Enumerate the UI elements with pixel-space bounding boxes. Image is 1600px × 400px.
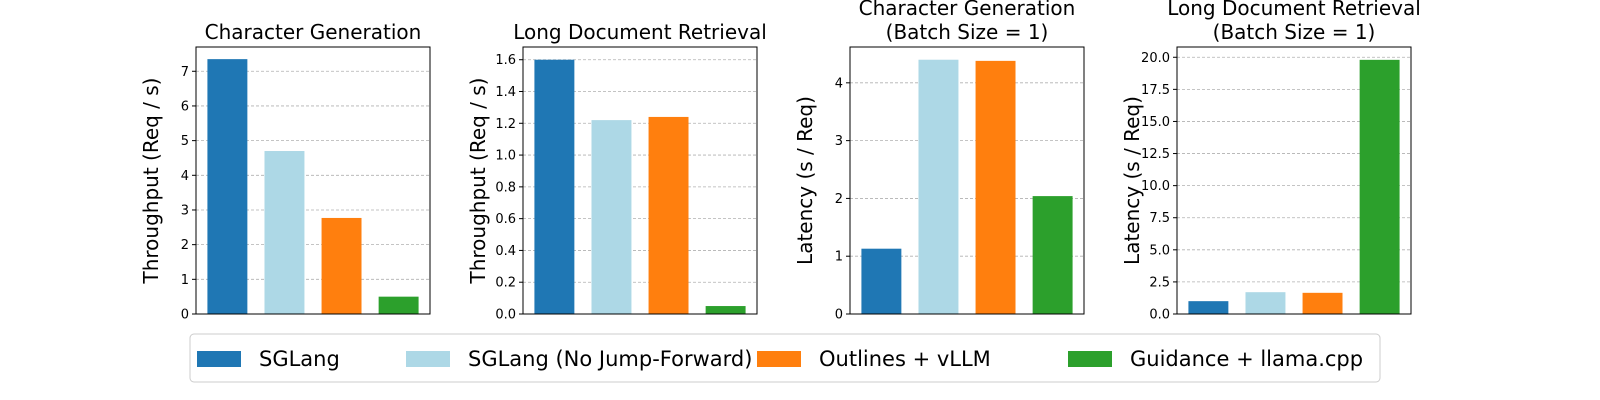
y-tick-label: 7 [181,65,189,80]
y-tick-label: 4 [835,76,843,91]
y-tick-label: 1.6 [495,53,516,68]
bar-outlines-vllm [648,116,689,314]
legend-label-sglang: SGLang [259,347,340,371]
axes-frame [195,46,431,315]
bar-outlines-vllm [1302,292,1343,314]
chart-title: Long Document Retrieval [513,20,767,44]
bar-guidance-llama-cpp [378,296,419,314]
legend-swatch-guidance-llama-cpp [1068,351,1112,367]
y-axis-label: Latency (s / Req) [793,96,817,265]
y-tick-label: 12.5 [1141,147,1170,162]
y-tick-label: 1.0 [495,149,516,164]
y-tick-label: 10.0 [1141,179,1170,194]
bar-sglang [861,248,902,314]
y-tick-label: 2 [181,238,189,253]
chart-title-line-2: (Batch Size = 1) [886,20,1049,44]
legend-swatch-outlines-vllm [757,351,801,367]
y-tick-label: 5.0 [1149,243,1170,258]
y-tick-label: 2.5 [1149,275,1170,290]
y-tick-label: 17.5 [1141,83,1170,98]
bar-sglang [1188,301,1229,314]
y-tick-label: 0.4 [495,244,516,259]
y-tick-label: 0 [181,308,189,323]
y-tick-label: 3 [835,134,843,149]
bar-sglang-no-jump-forward [591,120,632,314]
y-tick-label: 0 [835,308,843,323]
legend-label-sglang-no-jump-forward: SGLang (No Jump-Forward) [468,347,752,371]
bar-sglang [534,59,575,314]
bar-guidance-llama-cpp [1032,196,1073,314]
y-axis-label: Throughput (Req / s) [139,77,163,284]
chart-title: Character Generation [205,20,422,44]
bar-outlines-vllm [975,60,1016,314]
bar-guidance-llama-cpp [1359,59,1400,314]
bar-sglang-no-jump-forward [1245,292,1286,314]
y-tick-label: 20.0 [1141,51,1170,66]
chart-panels: 0 1 2 3 4 5 6 7 Throughput (Req / s) Character Ge… [139,0,1421,323]
y-tick-label: 7.5 [1149,211,1170,226]
y-tick-label: 1 [181,273,189,288]
y-tick-label: 3 [181,203,189,218]
bar-sglang-no-jump-forward [918,59,959,314]
bar-sglang [207,59,248,314]
legend: SGLang SGLang (No Jump-Forward) Outlines +… [189,333,1381,383]
y-axis-label: Latency (s / Req) [1120,96,1144,265]
bar-outlines-vllm [321,217,362,314]
bar-sglang-no-jump-forward [264,151,305,314]
y-tick-label: 5 [181,134,189,149]
y-tick-label: 2 [835,192,843,207]
chart-title-line-1: Character Generation [859,0,1076,20]
chart-panel-2: 0.0 0.2 0.4 0.6 0.8 1.0 1.2 1.4 1.6 Throughput (R… [466,20,767,323]
legend-label-guidance-llama-cpp: Guidance + llama.cpp [1130,347,1363,371]
y-tick-label: 1.4 [495,85,516,100]
y-tick-label: 4 [181,169,189,184]
y-tick-label: 1 [835,250,843,265]
axes-frame [1176,46,1412,315]
axes-frame [522,46,758,315]
y-tick-label: 0.2 [495,276,516,291]
legend-swatch-sglang [197,351,241,367]
legend-label-outlines-vllm: Outlines + vLLM [819,347,991,371]
y-tick-label: 15.0 [1141,115,1170,130]
y-axis-label: Throughput (Req / s) [466,77,490,284]
axes-frame [849,46,1085,315]
y-tick-label: 6 [181,99,189,114]
y-tick-label: 0.0 [495,308,516,323]
y-tick-label: 0.8 [495,180,516,195]
y-tick-label: 0.6 [495,212,516,227]
chart-panel-3: 0 1 2 3 4 Latency (s / Req) Character Generati… [793,0,1085,323]
bar-guidance-llama-cpp [705,306,746,314]
chart-title-line-1: Long Document Retrieval [1167,0,1421,20]
y-tick-label: 0.0 [1149,308,1170,323]
chart-panel-4: 0.0 2.5 5.0 7.5 10.0 12.5 15.0 17.5 20.0 Latency … [1120,0,1421,323]
chart-title-line-2: (Batch Size = 1) [1213,20,1376,44]
chart-panel-1: 0 1 2 3 4 5 6 7 Throughput (Req / s) Character Ge… [139,20,431,323]
legend-swatch-sglang-no-jump-forward [406,351,450,367]
y-tick-label: 1.2 [495,117,516,132]
